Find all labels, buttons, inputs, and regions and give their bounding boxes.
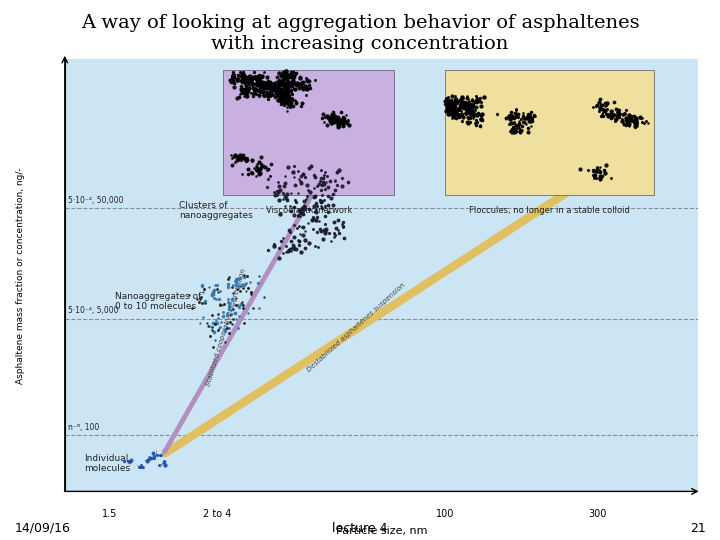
Text: Destabilized asphaltenes suspension: Destabilized asphaltenes suspension: [306, 282, 406, 373]
Text: n⁻⁶, 100: n⁻⁶, 100: [68, 423, 99, 432]
Text: 5·10⁻⁴, 5,000: 5·10⁻⁴, 5,000: [68, 306, 119, 315]
Text: with increasing concentration: with increasing concentration: [211, 35, 509, 53]
Text: A way of looking at aggregation behavior of asphaltenes: A way of looking at aggregation behavior…: [81, 14, 639, 31]
Text: Viscoelastic network: Viscoelastic network: [266, 206, 352, 215]
FancyBboxPatch shape: [445, 70, 654, 195]
Text: Nanoaggregates of
0 to 10 molecules: Nanoaggregates of 0 to 10 molecules: [115, 292, 202, 311]
Text: Asphaltene mass fraction or concentration, ng/-: Asphaltene mass fraction or concentratio…: [16, 167, 25, 384]
Text: 100: 100: [436, 509, 454, 519]
Text: lecture 4: lecture 4: [332, 522, 388, 535]
Text: 1.5: 1.5: [102, 509, 117, 519]
Text: Individual
molecules: Individual molecules: [84, 454, 130, 473]
Text: 5·10⁻², 50,000: 5·10⁻², 50,000: [68, 196, 123, 205]
Text: Clusters of
nanoaggregates: Clusters of nanoaggregates: [179, 201, 253, 220]
Text: 300: 300: [588, 509, 606, 519]
Text: 21: 21: [690, 522, 706, 535]
Text: Stabilized cooperative aggregation: Stabilized cooperative aggregation: [205, 268, 247, 387]
Text: 14/09/16: 14/09/16: [14, 522, 71, 535]
Text: Floccules, no longer in a stable colloid: Floccules, no longer in a stable colloid: [469, 206, 630, 215]
FancyBboxPatch shape: [223, 70, 395, 195]
Text: 2 to 4: 2 to 4: [202, 509, 231, 519]
Text: Particle size, nm: Particle size, nm: [336, 526, 428, 536]
